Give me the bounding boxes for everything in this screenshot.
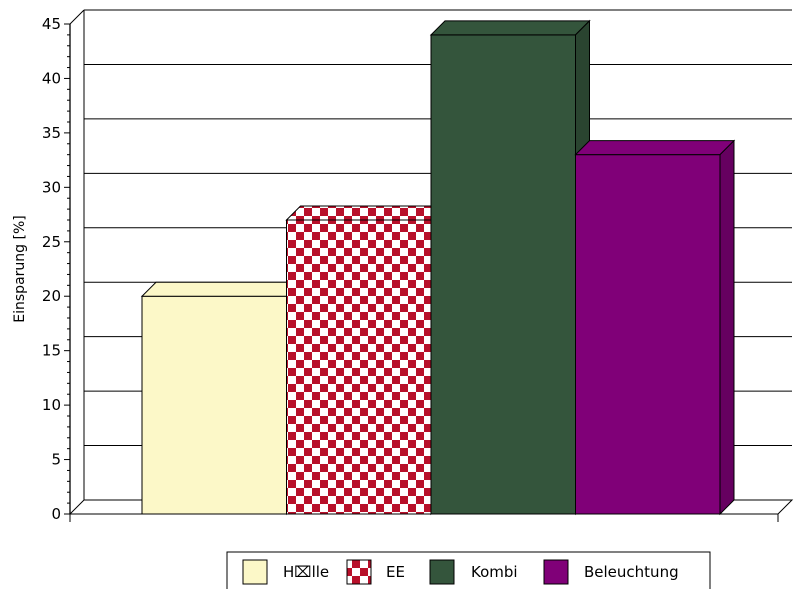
y-tick-label-4: 20	[42, 287, 61, 305]
bar-front-1	[286, 219, 432, 515]
bar-top-0	[140, 281, 302, 297]
y-tick-label-5: 25	[42, 233, 61, 251]
legend-label-2: Kombi	[471, 563, 518, 581]
y-tick-label-8: 40	[42, 69, 61, 87]
y-axis-title: Einsparung [%]	[12, 215, 28, 322]
y-tick-label-9: 45	[42, 15, 61, 33]
legend-box	[226, 551, 711, 589]
bar-0	[140, 281, 302, 516]
bar-top-2	[429, 20, 591, 36]
legend-swatch-0	[242, 559, 268, 585]
y-tick-label-3: 15	[42, 342, 61, 360]
legend-label-1: EE	[386, 563, 405, 581]
axis-top-connector	[69, 9, 85, 25]
bar-front-0	[141, 295, 287, 515]
bar-top-3	[574, 140, 736, 156]
bar-1	[285, 204, 447, 516]
bar-side-3	[719, 139, 735, 516]
bar-top-1	[285, 205, 447, 221]
y-tick-label-1: 5	[51, 451, 61, 469]
y-tick-label-7: 35	[42, 124, 61, 142]
legend-label-3: Beleuchtung	[584, 563, 679, 581]
legend-swatch-3	[543, 559, 569, 585]
legend: H⌧lle EE Kombi Beleuchtung	[226, 551, 711, 589]
bar-front-3	[575, 154, 721, 515]
y-tick-label-6: 30	[42, 178, 61, 196]
axis-layer: Einsparung [%] 0 5 10 15 20 25 30 35 40 45	[12, 15, 779, 523]
y-tick-label-2: 10	[42, 396, 61, 414]
legend-swatch-1	[346, 559, 372, 585]
bar-2	[429, 19, 591, 516]
legend-label-0: H⌧lle	[283, 563, 329, 581]
legend-swatch-2	[429, 559, 455, 585]
y-tick-label-0: 0	[51, 505, 61, 523]
bar-front-2	[430, 34, 576, 515]
bar-layer	[140, 19, 736, 516]
bar-3	[574, 139, 736, 516]
